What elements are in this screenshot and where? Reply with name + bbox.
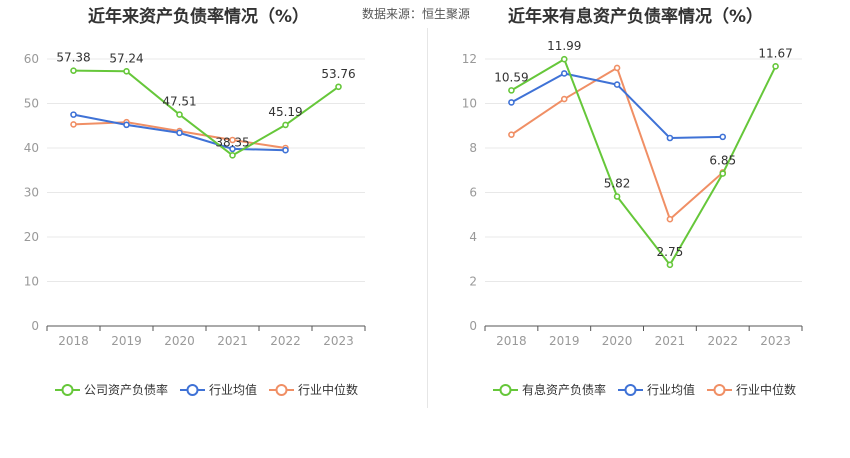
- left-data-label: 57.24: [109, 51, 143, 65]
- right-legend-label: 行业中位数: [736, 382, 796, 397]
- left-legend-label: 行业均值: [209, 382, 257, 397]
- left-avg-point: [123, 121, 130, 129]
- left-avg-point: [229, 145, 236, 153]
- left-main-point: [282, 121, 289, 129]
- left-y-tick-label: 20: [24, 230, 39, 244]
- left-avg-point: [176, 129, 183, 137]
- right-main-line: [510, 58, 777, 266]
- right-legend-item-avg: 行业均值: [618, 382, 695, 397]
- right-median-point: [560, 95, 568, 103]
- right-avg-point: [613, 81, 621, 88]
- left-legend-item-main: 公司资产负债率: [55, 382, 168, 397]
- panel-divider: [427, 28, 428, 408]
- right-avg-point: [508, 99, 515, 106]
- left-data-label: 45.19: [268, 105, 302, 119]
- right-main-point: [508, 87, 515, 94]
- left-x-tick-label: 2019: [111, 334, 142, 348]
- right-avg-point: [666, 134, 674, 142]
- left-data-label: 47.51: [162, 95, 196, 109]
- left-legend-marker: [275, 384, 288, 396]
- left-y-tick-label: 30: [24, 186, 39, 200]
- left-legend-item-median: 行业中位数: [269, 382, 358, 397]
- left-legend-marker: [186, 384, 199, 396]
- right-legend-marker: [713, 384, 726, 396]
- right-data-label: 10.59: [494, 70, 528, 84]
- right-main-point: [613, 193, 621, 200]
- right-main-point: [666, 261, 674, 269]
- left-legend-marker: [61, 384, 74, 396]
- right-main-point: [560, 55, 568, 63]
- right-x-tick-label: 2020: [602, 334, 633, 348]
- left-chart-title: 近年来资产负债率情况（%）: [88, 7, 310, 27]
- right-x-tick-label: 2022: [707, 334, 738, 348]
- left-main-point: [123, 67, 130, 75]
- left-y-tick-label: 10: [24, 275, 39, 289]
- right-y-tick-label: 6: [469, 186, 477, 200]
- right-median-point: [508, 131, 515, 138]
- right-y-tick-label: 8: [469, 141, 477, 155]
- left-main-point: [70, 67, 77, 74]
- left-median-point: [70, 121, 77, 128]
- left-x-tick-label: 2020: [164, 334, 195, 348]
- left-y-tick-label: 40: [24, 141, 39, 155]
- left-x-tick-label: 2022: [270, 334, 301, 348]
- left-main-point: [229, 152, 236, 159]
- right-x-tick-label: 2018: [496, 334, 527, 348]
- left-legend-item-avg: 行业均值: [180, 382, 257, 397]
- left-x-tick-label: 2018: [58, 334, 89, 348]
- right-x-tick-label: 2023: [760, 334, 791, 348]
- left-legend-label: 行业中位数: [298, 382, 358, 397]
- left-x-tick-label: 2023: [323, 334, 354, 348]
- left-data-label: 57.38: [56, 51, 90, 65]
- right-legend-label: 行业均值: [647, 382, 695, 397]
- right-main-point: [719, 170, 727, 177]
- left-y-tick-label: 50: [24, 97, 39, 111]
- left-x-tick-label: 2021: [217, 334, 248, 348]
- right-x-tick-label: 2021: [655, 334, 686, 348]
- right-legend-marker: [624, 384, 637, 396]
- left-y-tick-label: 0: [31, 319, 39, 333]
- left-legend-label: 公司资产负债率: [84, 382, 168, 397]
- data-source-value: 恒生聚源: [422, 7, 471, 21]
- left-main-point: [176, 111, 183, 118]
- right-y-tick-label: 2: [469, 275, 477, 289]
- data-source: 数据来源：恒生聚源: [362, 5, 470, 22]
- left-main-point: [335, 83, 342, 91]
- left-data-label: 53.76: [321, 67, 355, 81]
- right-y-tick-label: 10: [462, 97, 477, 111]
- right-avg-point: [560, 70, 568, 77]
- right-main-point: [772, 63, 779, 70]
- left-main-line: [73, 69, 340, 157]
- right-y-tick-label: 12: [462, 52, 477, 66]
- right-y-tick-label: 4: [469, 230, 477, 244]
- right-data-label: 11.99: [547, 39, 581, 53]
- right-median-point: [666, 215, 674, 223]
- left-y-tick-label: 60: [24, 52, 39, 66]
- right-data-label: 2.75: [657, 245, 684, 259]
- right-legend-label: 有息资产负债率: [522, 382, 606, 397]
- right-data-label: 5.82: [604, 177, 631, 191]
- right-x-tick-label: 2019: [549, 334, 580, 348]
- right-median-point: [613, 64, 621, 72]
- left-avg-point: [282, 146, 289, 154]
- right-data-label: 6.85: [709, 154, 736, 168]
- right-chart-title: 近年来有息资产负债率情况（%）: [508, 7, 764, 27]
- right-legend-item-median: 行业中位数: [707, 382, 796, 397]
- right-avg-point: [719, 133, 727, 141]
- left-median-point: [229, 136, 236, 144]
- right-legend-item-main: 有息资产负债率: [493, 382, 606, 397]
- left-data-label: 38.35: [215, 135, 249, 149]
- data-source-label: 数据来源：: [362, 7, 423, 21]
- right-y-tick-label: 0: [469, 319, 477, 333]
- right-data-label: 11.67: [758, 46, 792, 60]
- right-legend-marker: [499, 384, 512, 396]
- left-avg-point: [70, 111, 77, 118]
